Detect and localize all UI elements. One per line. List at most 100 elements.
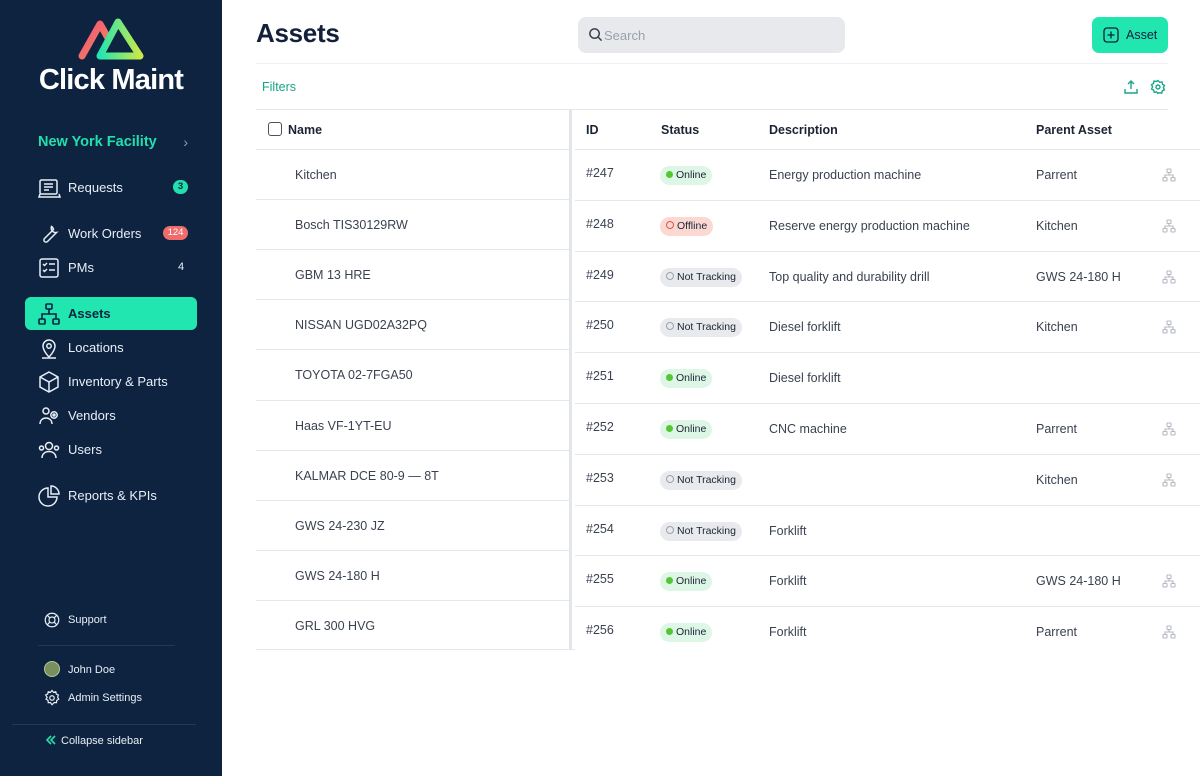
hierarchy-icon[interactable] bbox=[1162, 270, 1176, 284]
parent-asset: Parrent bbox=[1036, 422, 1077, 436]
column-header-status[interactable]: Status bbox=[661, 123, 700, 137]
column-header-parent-asset[interactable]: Parent Asset bbox=[1036, 123, 1112, 137]
not-tracking-icon bbox=[666, 271, 674, 280]
status-label: Online bbox=[676, 169, 707, 181]
status-dot-icon bbox=[666, 220, 674, 229]
table-row[interactable]: #251 Online Diesel forklift bbox=[575, 352, 1200, 403]
table-row-name[interactable]: KALMAR DCE 80-9 — 8T bbox=[256, 449, 572, 500]
table-row-name[interactable]: GRL 300 HVG bbox=[256, 599, 572, 650]
asset-name: KALMAR DCE 80-9 — 8T bbox=[295, 468, 439, 483]
table-row[interactable]: #255 Online Forklift GWS 24-180 H bbox=[575, 555, 1200, 606]
table-row-name[interactable]: Kitchen bbox=[256, 149, 572, 199]
hierarchy-icon[interactable] bbox=[1162, 574, 1176, 588]
sidebar-item-requests[interactable]: Requests 3 bbox=[25, 171, 197, 204]
not-tracking-icon bbox=[666, 474, 674, 483]
table-row-name[interactable]: Bosch TIS30129RW bbox=[256, 199, 572, 249]
sidebar-item-label: PMs bbox=[68, 260, 94, 275]
status-label: Online bbox=[676, 575, 707, 588]
search-bar[interactable] bbox=[578, 17, 845, 53]
table-row[interactable]: #249 Not Tracking Top quality and durabili… bbox=[575, 250, 1200, 302]
status-label: Online bbox=[676, 626, 707, 639]
asset-id: #249 bbox=[586, 267, 614, 282]
sidebar-item-label: Reports & KPIs bbox=[68, 488, 157, 503]
table-row[interactable]: #247 Online Energy production machine Parre… bbox=[575, 149, 1200, 200]
parent-asset: Parrent bbox=[1036, 625, 1077, 640]
asset-name: GRL 300 HVG bbox=[295, 618, 376, 633]
asset-id: #248 bbox=[586, 216, 614, 231]
hierarchy-icon bbox=[38, 303, 60, 325]
not-tracking-icon bbox=[666, 525, 674, 534]
status-badge: Not Tracking bbox=[660, 267, 742, 287]
pms-count-badge: 4 bbox=[177, 261, 185, 273]
table-row[interactable]: #253 Not Tracking Kitchen bbox=[575, 453, 1200, 505]
table-row[interactable]: #254 Not Tracking Forklift bbox=[575, 504, 1200, 556]
sidebar-divider bbox=[12, 724, 196, 725]
column-header-id[interactable]: ID bbox=[586, 123, 599, 137]
sidebar-item-pms[interactable]: PMs 4 bbox=[25, 251, 197, 284]
hierarchy-icon[interactable] bbox=[1162, 320, 1176, 334]
export-icon[interactable] bbox=[1123, 79, 1139, 95]
asset-id: #254 bbox=[586, 521, 614, 536]
table-row-name[interactable]: TOYOTA 02-7FGA50 bbox=[256, 349, 572, 399]
table-row-name[interactable]: GBM 13 HRE bbox=[256, 249, 572, 299]
user-name: John Doe bbox=[68, 664, 116, 676]
table-settings-gear-icon[interactable] bbox=[1150, 79, 1166, 95]
table-row-name[interactable]: GWS 24-180 H bbox=[256, 549, 572, 600]
plus-icon bbox=[1103, 27, 1119, 43]
parent-asset: Kitchen bbox=[1036, 472, 1078, 487]
asset-id: #252 bbox=[586, 420, 614, 434]
filters-link[interactable]: Filters bbox=[262, 80, 297, 94]
facility-label: New York Facility bbox=[38, 134, 157, 150]
table-row[interactable]: #252 Online CNC machine Parrent bbox=[575, 403, 1200, 454]
status-dot-icon bbox=[666, 628, 673, 636]
hierarchy-icon[interactable] bbox=[1162, 219, 1176, 233]
hierarchy-icon[interactable] bbox=[1162, 473, 1176, 487]
status-badge: Online bbox=[660, 369, 713, 389]
gear-icon bbox=[44, 689, 60, 706]
sidebar-item-locations[interactable]: Locations bbox=[25, 331, 197, 364]
sidebar-item-reports[interactable]: Reports & KPIs bbox=[25, 479, 197, 512]
asset-name: GWS 24-230 JZ bbox=[295, 518, 385, 533]
table-row-name[interactable]: Haas VF-1YT-EU bbox=[256, 399, 572, 450]
requests-count-badge: 3 bbox=[173, 180, 188, 194]
vendors-icon bbox=[39, 407, 58, 425]
asset-description: Forklift bbox=[769, 625, 807, 640]
select-all-checkbox[interactable] bbox=[268, 122, 282, 136]
status-badge: Not Tracking bbox=[660, 318, 742, 338]
status-label: Online bbox=[676, 423, 707, 435]
add-asset-button[interactable]: Asset bbox=[1092, 17, 1168, 53]
support-label: Support bbox=[68, 614, 107, 626]
sidebar-item-label: Requests bbox=[68, 180, 123, 195]
asset-description: CNC machine bbox=[769, 422, 847, 436]
users-icon bbox=[38, 441, 60, 459]
hierarchy-icon[interactable] bbox=[1162, 625, 1176, 639]
table-row[interactable]: #248 Offline Reserve energy production mac… bbox=[575, 199, 1200, 251]
sidebar-item-users[interactable]: Users bbox=[25, 433, 197, 466]
table-row-name[interactable]: GWS 24-230 JZ bbox=[256, 499, 572, 550]
location-pin-icon bbox=[42, 339, 56, 359]
sidebar-item-vendors[interactable]: Vendors bbox=[25, 399, 197, 432]
header-divider bbox=[256, 63, 1168, 64]
hierarchy-icon[interactable] bbox=[1162, 422, 1176, 436]
asset-id: #253 bbox=[586, 470, 614, 485]
asset-id: #255 bbox=[586, 572, 614, 587]
search-input[interactable] bbox=[604, 26, 824, 44]
wrench-icon bbox=[43, 225, 59, 243]
asset-name: TOYOTA 02-7FGA50 bbox=[295, 368, 413, 383]
asset-description: Forklift bbox=[769, 523, 807, 538]
table-row-name[interactable]: NISSAN UGD02A32PQ bbox=[256, 299, 572, 349]
status-dot-icon bbox=[666, 577, 673, 585]
brand-name: Click Maint bbox=[38, 64, 184, 96]
column-header-name[interactable]: Name bbox=[288, 123, 323, 137]
sidebar-item-assets[interactable]: Assets bbox=[25, 297, 197, 330]
status-label: Not Tracking bbox=[677, 473, 736, 486]
not-tracking-icon bbox=[666, 322, 674, 331]
sidebar-divider bbox=[38, 645, 175, 646]
sidebar-item-inventory[interactable]: Inventory & Parts bbox=[25, 365, 197, 398]
table-row[interactable]: #256 Online Forklift Parrent bbox=[575, 606, 1200, 657]
hierarchy-icon[interactable] bbox=[1162, 168, 1176, 182]
facility-selector[interactable]: New York Facility › bbox=[38, 134, 188, 152]
sidebar-item-work-orders[interactable]: Work Orders 124 bbox=[25, 217, 197, 250]
table-row[interactable]: #250 Not Tracking Diesel forklift Kitchen bbox=[575, 301, 1200, 352]
column-header-description[interactable]: Description bbox=[769, 123, 838, 137]
